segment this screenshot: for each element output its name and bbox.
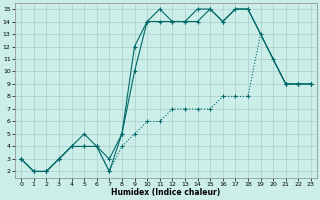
X-axis label: Humidex (Indice chaleur): Humidex (Indice chaleur) <box>111 188 221 197</box>
